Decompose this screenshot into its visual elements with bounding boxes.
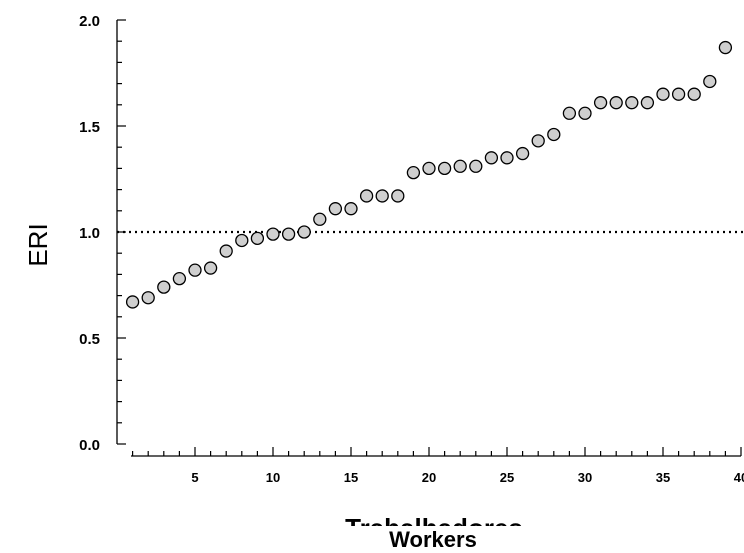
- data-point: [266, 227, 280, 241]
- x-tick-label: 30: [578, 470, 592, 485]
- y-tick-label: 1.0: [79, 225, 100, 242]
- data-point: [515, 146, 530, 161]
- y-tick-label: 2.0: [79, 13, 100, 30]
- data-point: [437, 161, 452, 176]
- x-tick-label: 40: [734, 470, 744, 485]
- data-point: [671, 87, 686, 101]
- x-tick-label: 20: [422, 470, 436, 485]
- data-point: [328, 202, 343, 216]
- x-tick-label: 35: [656, 470, 670, 485]
- data-point: [453, 159, 467, 173]
- y-tick-label: 0.0: [79, 437, 100, 454]
- x-tick-label: 10: [266, 470, 280, 485]
- data-point: [375, 189, 389, 203]
- x-tick-label: 15: [344, 470, 358, 485]
- data-point: [469, 159, 483, 173]
- data-point: [422, 161, 436, 176]
- x-tick-labels: 5 10 15 20 25 30 35 40: [191, 470, 744, 485]
- data-point: [500, 151, 514, 165]
- x-tick-label: 25: [500, 470, 514, 485]
- y-tick-label: 1.5: [79, 119, 100, 136]
- data-point: [172, 271, 187, 286]
- data-point: [703, 74, 717, 89]
- data-point: [547, 127, 561, 142]
- data-point: [219, 244, 233, 258]
- data-point: [281, 227, 296, 241]
- data-point: [609, 96, 623, 110]
- data-point: [157, 280, 171, 294]
- data-point: [718, 40, 733, 55]
- y-axis-label: ERI: [23, 223, 53, 266]
- data-point: [391, 189, 405, 203]
- data-point: [125, 295, 140, 309]
- data-point: [484, 151, 499, 165]
- data-point: [313, 212, 327, 226]
- data-point: [141, 291, 155, 305]
- data-point: [578, 106, 592, 120]
- x-axis-label-translation: Workers: [389, 527, 477, 552]
- data-point: [656, 87, 670, 101]
- y-tick-label: 0.5: [79, 331, 100, 348]
- data-point: [593, 96, 608, 110]
- data-point: [687, 87, 701, 101]
- data-point: [531, 134, 545, 148]
- y-tick-labels: 0.0 0.5 1.0 1.5 2.0: [79, 13, 100, 454]
- data-point: [640, 96, 655, 110]
- axes: [116, 19, 742, 457]
- data-point: [235, 233, 249, 248]
- data-point: [359, 189, 374, 203]
- data-point: [344, 202, 358, 216]
- data-point: [562, 106, 577, 120]
- data-point: [625, 96, 639, 110]
- data-points: [125, 40, 733, 309]
- data-point: [250, 231, 265, 246]
- data-point: [297, 225, 311, 239]
- data-point: [203, 261, 218, 275]
- x-tick-label: 5: [191, 470, 198, 485]
- title-clip-band: [300, 526, 600, 553]
- data-point: [406, 165, 421, 180]
- data-point: [188, 263, 202, 277]
